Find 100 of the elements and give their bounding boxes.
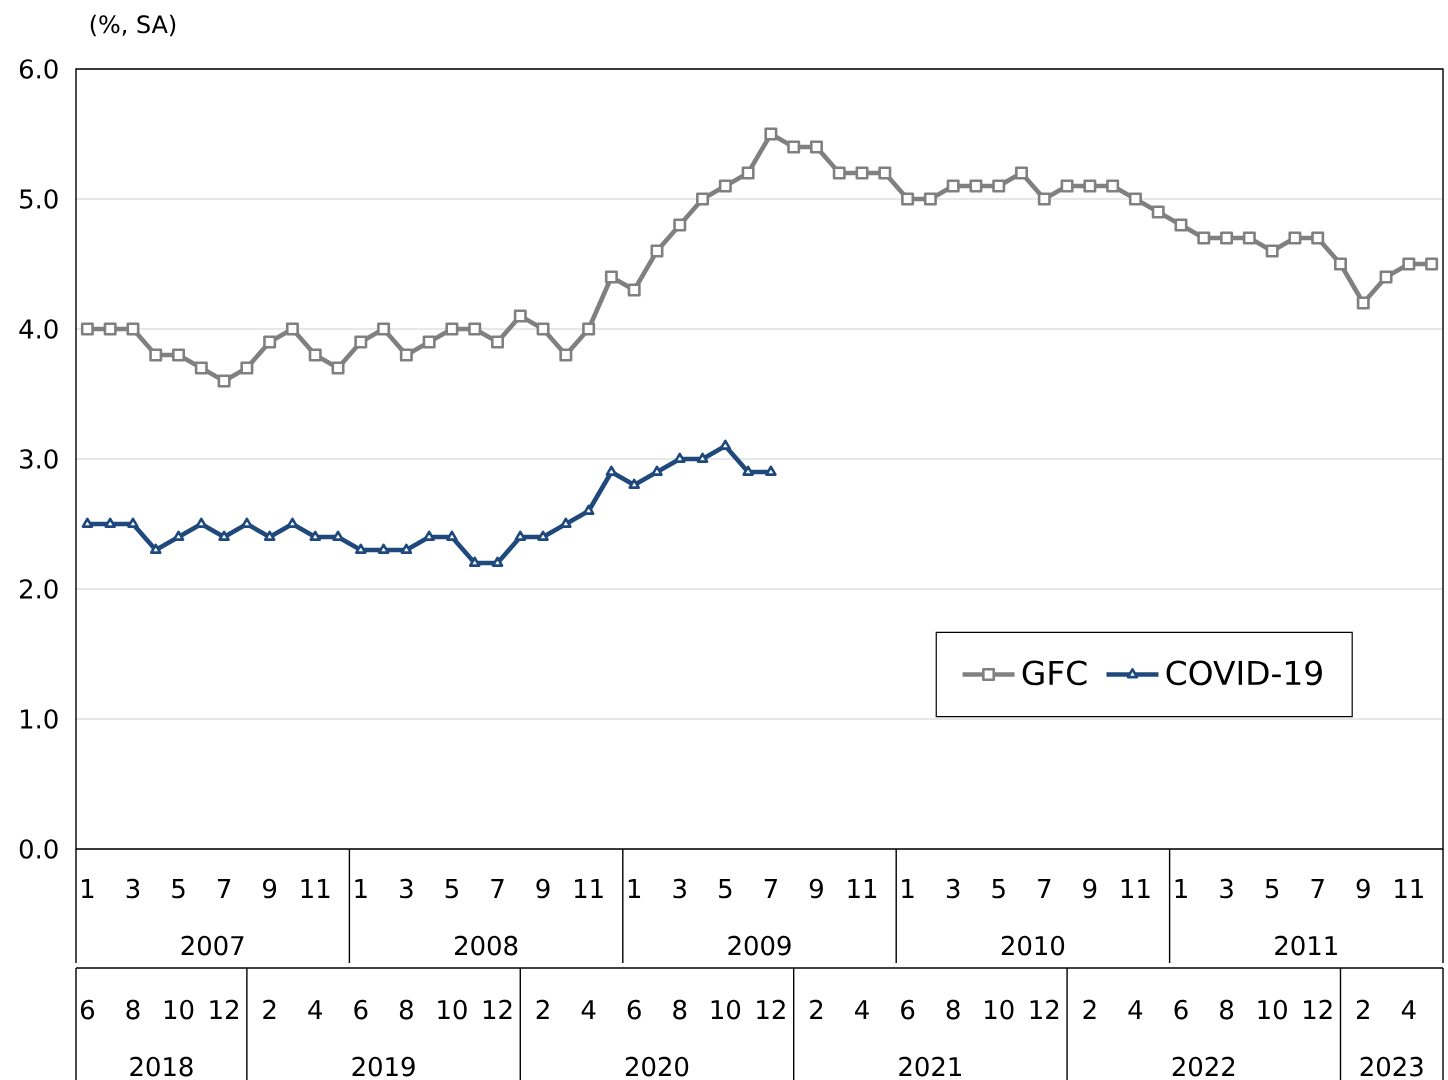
y-axis-title: (%, SA) [90, 14, 176, 37]
point [992, 179, 1006, 193]
x-tick-label: 5 [719, 879, 732, 899]
legend-label: GFC [1022, 660, 1087, 686]
x2-tick-label: 6 [901, 999, 915, 1020]
text: 2019 [352, 1056, 415, 1077]
point [149, 543, 162, 554]
point [103, 322, 117, 336]
x-tick-label: 9 [536, 878, 550, 899]
y-tick-label: 0.0 [19, 839, 58, 859]
point [217, 374, 231, 388]
point [1174, 218, 1188, 232]
x2-tick-label: 2 [810, 999, 823, 1019]
x-tick-label: 7 [1311, 879, 1324, 898]
point [332, 530, 344, 541]
point [468, 556, 481, 567]
point [604, 270, 618, 284]
legend-label: COVID-19 [1166, 660, 1322, 686]
x2-tick-label: 12 [483, 999, 512, 1019]
point [1037, 192, 1051, 206]
x-tick-label: 7 [1038, 879, 1051, 898]
point [1379, 270, 1393, 284]
point [878, 166, 892, 180]
point [491, 556, 504, 567]
point [1402, 257, 1416, 271]
point [1265, 244, 1279, 258]
point [468, 322, 482, 336]
point [764, 127, 778, 141]
point [1333, 257, 1347, 271]
text: 2009 [728, 935, 791, 956]
point [969, 179, 983, 193]
x-tick-label: 11 [848, 879, 877, 898]
x-tick-label: 11 [1395, 879, 1423, 898]
point [331, 361, 345, 375]
point [1128, 192, 1142, 206]
point [742, 465, 754, 476]
x-tick-label: 3 [1220, 878, 1233, 899]
point [377, 322, 391, 336]
point [194, 361, 208, 375]
x2-tick-label: 4 [581, 1000, 596, 1019]
x-tick-label: 11 [574, 879, 603, 898]
point [285, 322, 299, 336]
y-tick-label: 3.0 [20, 449, 58, 469]
x2-tick-label: 2 [536, 999, 549, 1019]
point [946, 179, 960, 193]
point [537, 530, 549, 541]
point [400, 543, 413, 554]
x2-tick-label: 8 [1220, 999, 1234, 1020]
x-tick-label: 7 [217, 879, 231, 898]
point [901, 192, 915, 206]
x2-tick-label: 2 [1356, 999, 1369, 1019]
point [149, 348, 163, 362]
point [1151, 205, 1165, 219]
text: 2010 [1001, 935, 1065, 956]
point [605, 465, 618, 476]
x-tick-label: 1 [628, 879, 641, 898]
x-tick-label: 9 [1356, 878, 1370, 899]
point [809, 140, 823, 154]
x2-tick-label: 4 [1128, 1000, 1143, 1019]
point [855, 166, 869, 180]
point [399, 348, 413, 362]
point [651, 465, 663, 476]
point [1242, 231, 1256, 245]
point [309, 530, 322, 541]
point [172, 348, 186, 362]
x2-tick-label: 8 [946, 999, 960, 1020]
x-tick-label: 1 [355, 879, 367, 898]
x2-tick-label: 8 [399, 999, 413, 1020]
point [513, 309, 527, 323]
point [240, 361, 254, 375]
text: 2021 [899, 1056, 961, 1077]
x2-tick-label: 2 [263, 999, 276, 1019]
text: 2008 [455, 935, 518, 956]
point [354, 543, 367, 554]
x-tick-label: 5 [445, 879, 458, 899]
x2-tick-label: 6 [1174, 999, 1188, 1020]
x-tick-label: 3 [400, 878, 413, 899]
point [218, 530, 230, 541]
point [923, 192, 937, 206]
x-tick-label: 9 [1083, 878, 1097, 899]
x2-tick-label: 12 [1304, 999, 1332, 1019]
point [514, 530, 527, 541]
x-tick-label: 1 [82, 879, 94, 898]
point [422, 335, 436, 349]
x2-tick-label: 4 [308, 1000, 323, 1019]
point [1288, 231, 1302, 245]
x2-tick-label: 12 [757, 999, 785, 1019]
text: 2007 [181, 935, 244, 956]
x-tick-label: 1 [902, 879, 914, 898]
point [582, 322, 596, 336]
point [263, 530, 276, 541]
x2-tick-label: 2 [1083, 999, 1096, 1019]
point [377, 543, 390, 554]
x-tick-label: 11 [301, 879, 330, 898]
x2-tick-label: 10 [1258, 999, 1287, 1020]
point [445, 322, 459, 336]
x2-tick-label: 10 [985, 999, 1014, 1020]
x-tick-label: 3 [126, 878, 140, 899]
text: 2020 [625, 1056, 689, 1077]
point [673, 218, 687, 232]
